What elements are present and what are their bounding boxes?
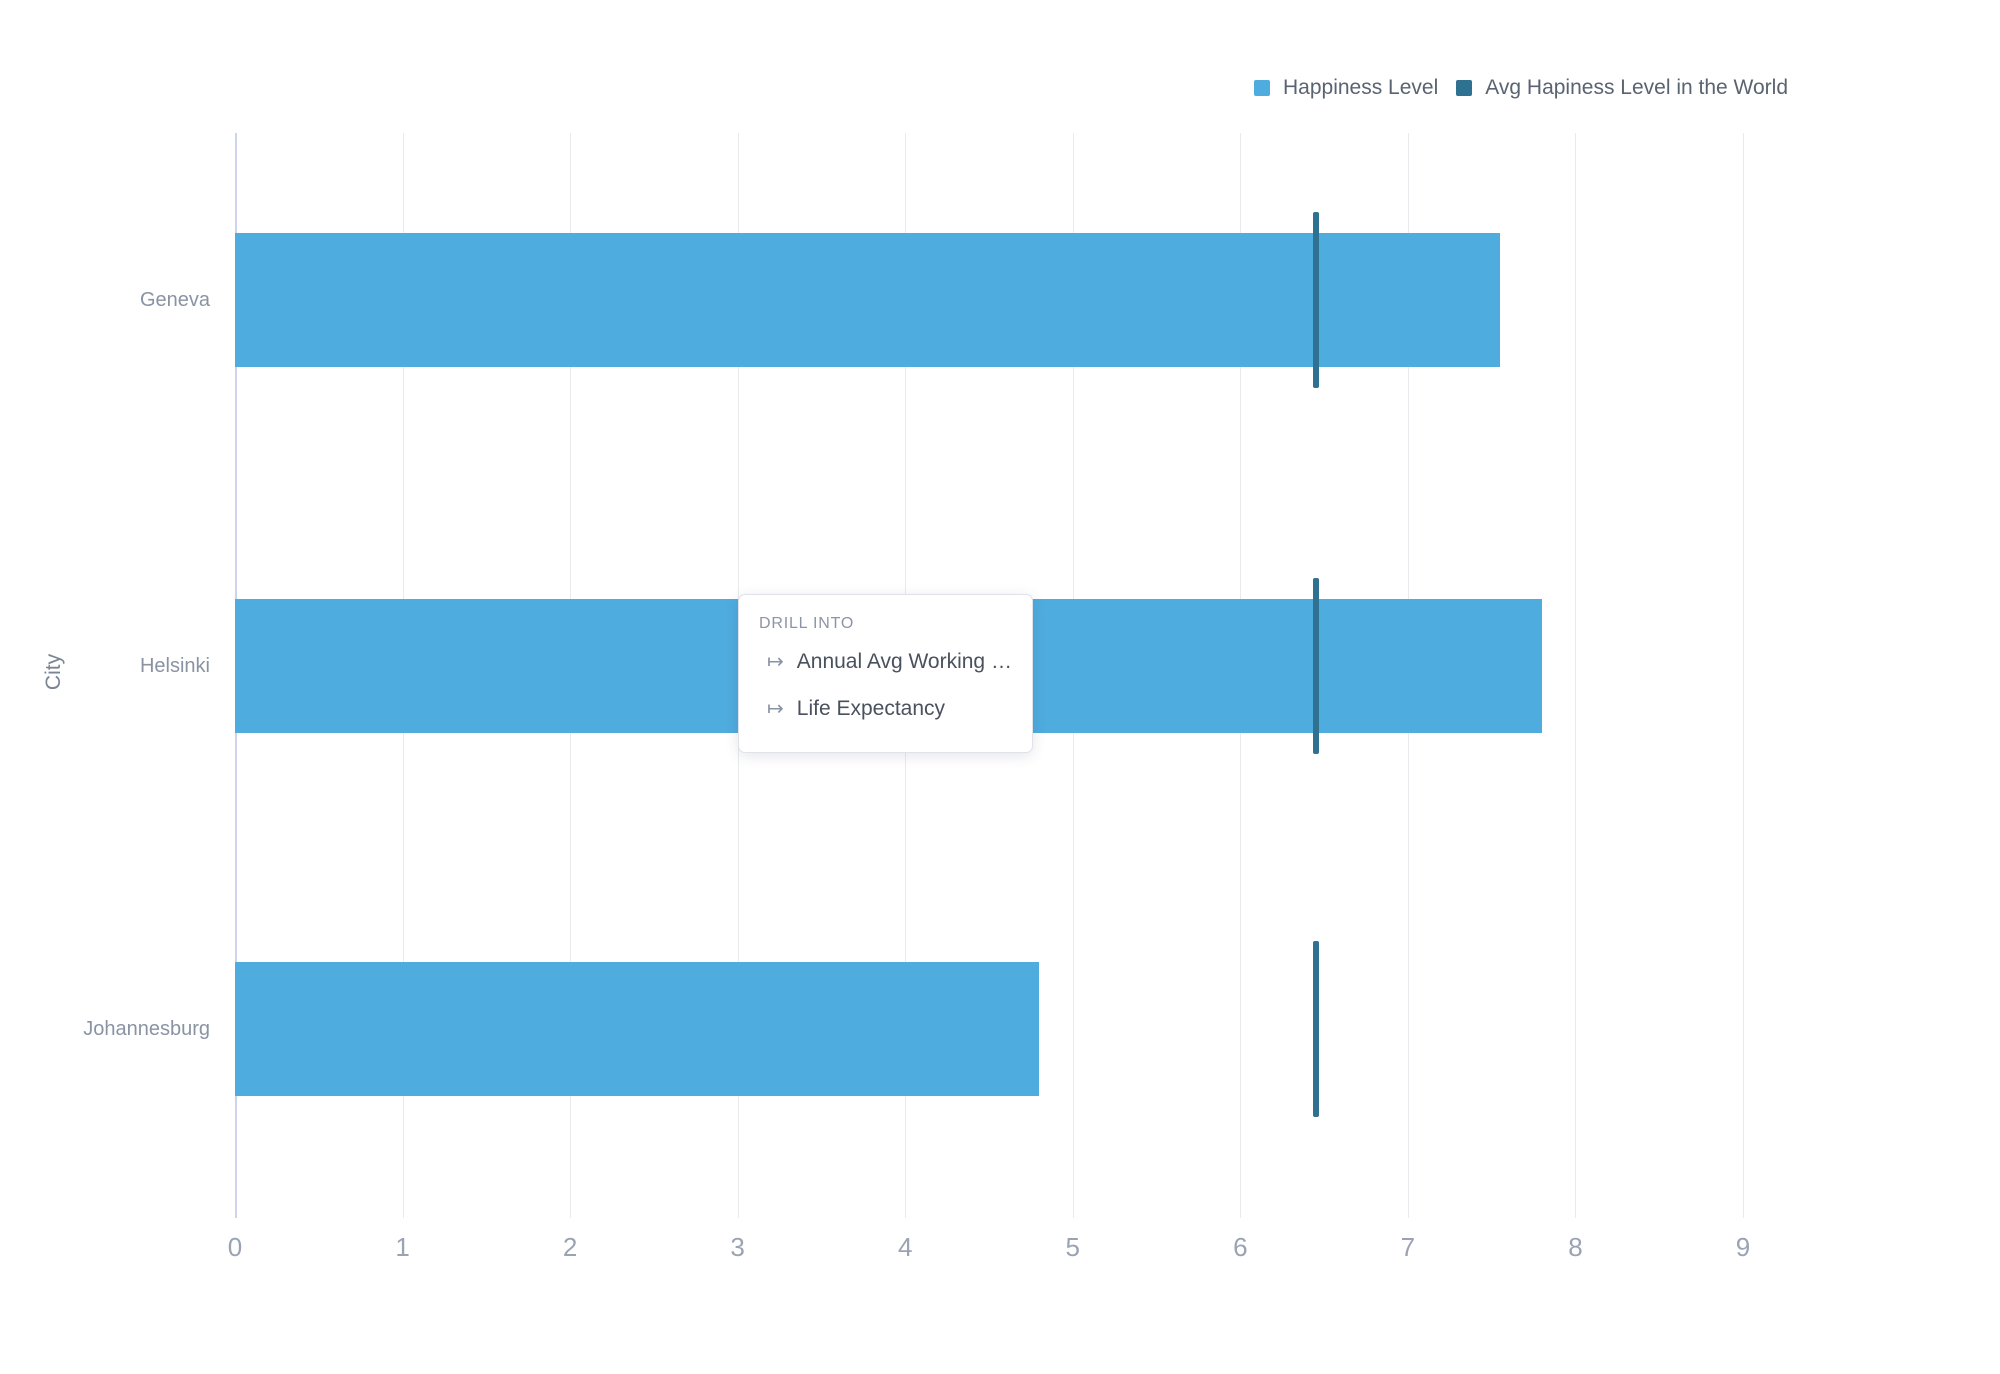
y-category-label-helsinki: Helsinki — [139, 655, 210, 677]
x-tick-label-4: 4 — [897, 1232, 913, 1262]
avg-reference-line-geneva — [1312, 212, 1319, 388]
plot-area: 0 1 2 3 4 5 6 7 8 9 Geneva Helsinki Johannesburg — [83, 133, 1750, 1262]
legend-item-0[interactable]: Happiness Level — [1254, 76, 1438, 100]
x-tick-label-7: 7 — [1400, 1232, 1416, 1262]
legend: Happiness Level Avg Hapiness Level in the… — [1254, 76, 1788, 100]
bar-geneva[interactable] — [235, 233, 1501, 367]
x-tick-label-6: 6 — [1233, 1232, 1248, 1262]
drill-into-menu: DRILL INTO ↦ Annual Avg Working … ↦ Life Ex… — [738, 594, 1033, 753]
x-tick-label-2: 2 — [562, 1232, 578, 1262]
legend-item-label: Avg Hapiness Level in the World — [1485, 76, 1788, 99]
avg-reference-line-johannesburg — [1312, 941, 1319, 1117]
drill-menu-item-label: Life Expectancy — [796, 697, 946, 720]
legend-swatch-icon — [1254, 80, 1270, 96]
drill-arrow-icon: ↦ — [767, 651, 784, 673]
y-category-label-johannesburg: Johannesburg — [83, 1018, 210, 1040]
legend-item-label: Happiness Level — [1283, 76, 1439, 99]
drill-menu-item-annual-avg-working[interactable]: ↦ Annual Avg Working … — [759, 649, 1016, 675]
x-tick-label-9: 9 — [1735, 1232, 1751, 1262]
x-tick-label-5: 5 — [1065, 1232, 1080, 1262]
x-tick-label-3: 3 — [730, 1232, 745, 1262]
legend-swatch-icon — [1456, 80, 1473, 96]
gridline-x-8 — [1575, 133, 1577, 1218]
drill-into-menu-title: DRILL INTO — [759, 615, 855, 632]
gridline-x-9 — [1743, 133, 1744, 1218]
x-tick-label-0: 0 — [227, 1232, 243, 1262]
drill-menu-item-label: Annual Avg Working … — [796, 650, 1012, 673]
bar-johannesburg[interactable] — [235, 962, 1040, 1096]
x-tick-label-1: 1 — [395, 1232, 410, 1262]
drill-arrow-icon: ↦ — [767, 698, 784, 720]
y-category-label-geneva: Geneva — [139, 289, 210, 311]
drill-menu-item-life-expectancy[interactable]: ↦ Life Expectancy — [759, 696, 1016, 722]
legend-item-1[interactable]: Avg Hapiness Level in the World — [1456, 76, 1788, 100]
avg-reference-line-helsinki — [1312, 578, 1319, 754]
x-tick-label-8: 8 — [1568, 1232, 1583, 1262]
